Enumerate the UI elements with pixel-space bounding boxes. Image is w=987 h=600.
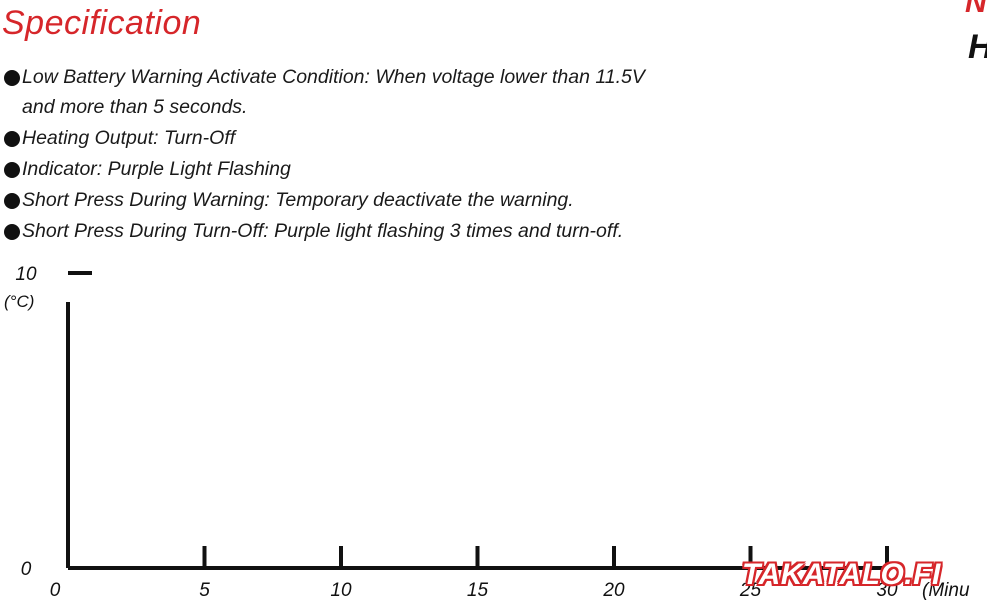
- spec-item: Short Press During Turn-Off: Purple ligh…: [4, 216, 645, 247]
- x-tick-label: 5: [199, 580, 210, 600]
- x-tick-label: 30: [876, 580, 898, 600]
- spec-item-text: Heating Output: Turn-Off: [22, 127, 236, 149]
- spec-item-text: Low Battery Warning Activate Condition: …: [22, 66, 645, 88]
- x-tick-label: 10: [330, 580, 352, 600]
- page-title: Specification: [2, 4, 202, 42]
- spec-list: Low Battery Warning Activate Condition: …: [4, 62, 645, 247]
- bullet-icon: [4, 193, 20, 209]
- corner-cut-text-top: N: [965, 0, 987, 19]
- spec-item: Indicator: Purple Light Flashing: [4, 154, 645, 185]
- bullet-icon: [4, 131, 20, 147]
- spec-item-continuation: and more than 5 seconds.: [22, 96, 248, 118]
- bullet-icon: [4, 224, 20, 240]
- x-tick-label: 0: [50, 580, 61, 600]
- y-tick-label: 10: [15, 264, 37, 285]
- spec-item: Heating Output: Turn-Off: [4, 123, 645, 154]
- y-axis-unit-label: (°C): [4, 292, 34, 311]
- bullet-icon: [4, 162, 20, 178]
- y-tick-label: 0: [21, 559, 32, 580]
- x-tick-label: 25: [739, 580, 762, 600]
- x-tick-label: 15: [467, 580, 489, 600]
- x-axis-unit-label: (Minu: [922, 580, 970, 600]
- bullet-icon: [4, 70, 20, 86]
- spec-item: Short Press During Warning: Temporary de…: [4, 185, 645, 216]
- corner-cut-text-bottom: H: [968, 28, 987, 67]
- spec-item-text: Indicator: Purple Light Flashing: [22, 158, 291, 180]
- watermark-logo: TAKATALO.FI: [742, 558, 941, 591]
- spec-item: Low Battery Warning Activate Condition: …: [4, 62, 645, 123]
- spec-item-text: Short Press During Warning: Temporary de…: [22, 189, 574, 211]
- spec-item-text: Short Press During Turn-Off: Purple ligh…: [22, 220, 624, 242]
- x-tick-label: 20: [602, 580, 625, 600]
